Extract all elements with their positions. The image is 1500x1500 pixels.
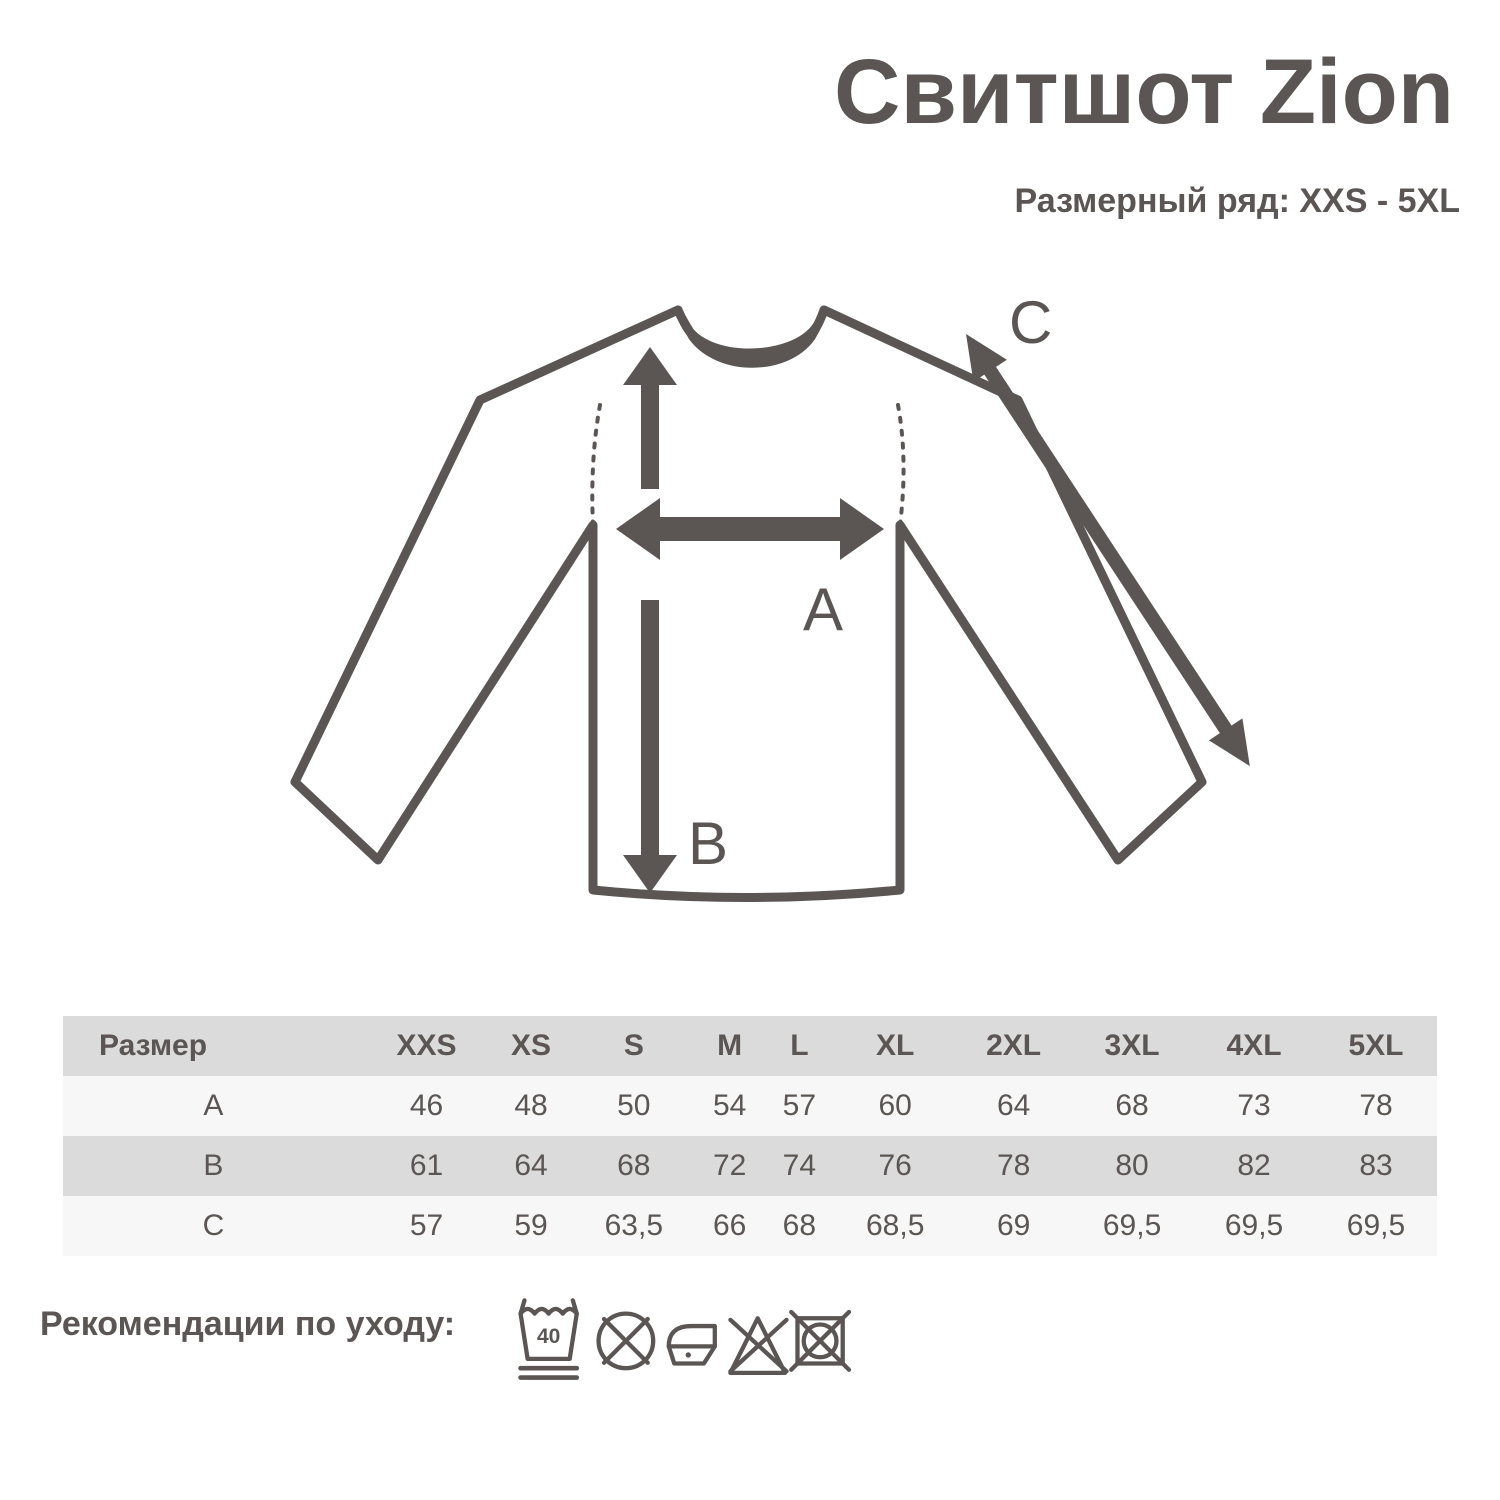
svg-text:B: B — [688, 810, 728, 877]
svg-text:40: 40 — [537, 1325, 560, 1348]
svg-text:C: C — [1009, 289, 1052, 356]
svg-text:A: A — [803, 576, 843, 643]
